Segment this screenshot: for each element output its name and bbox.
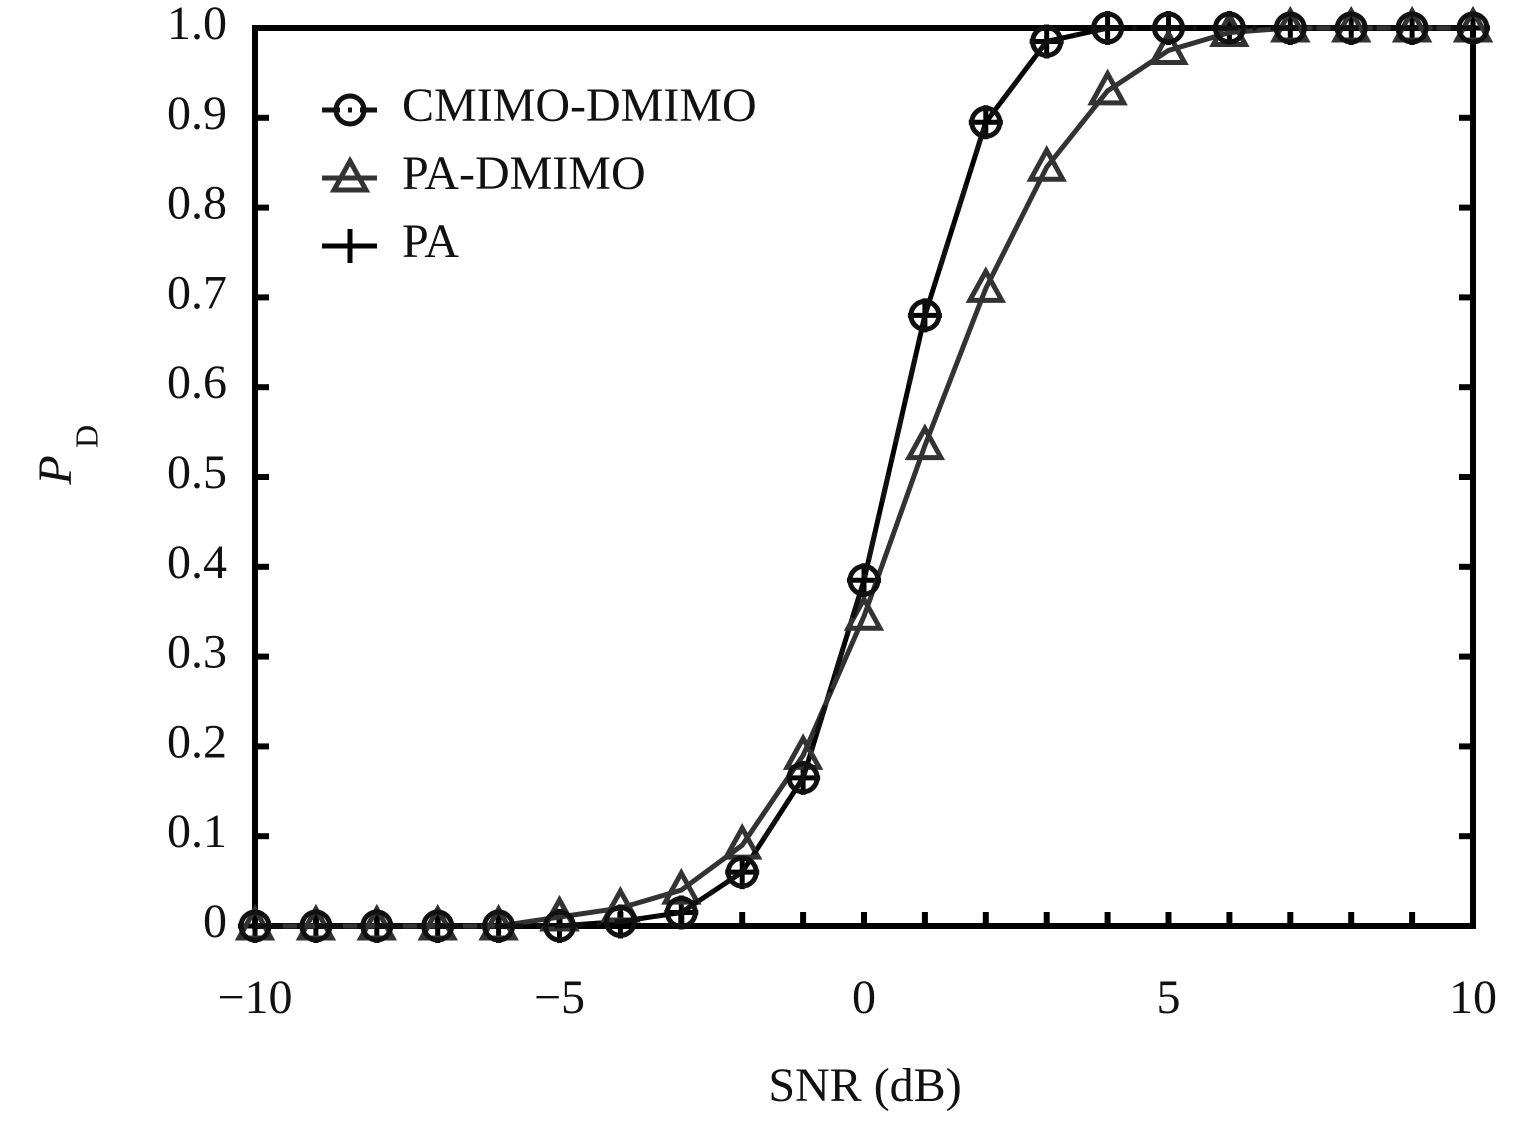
x-tick-label: 10	[1449, 971, 1497, 1024]
marker	[1456, 11, 1490, 45]
marker	[299, 909, 333, 943]
marker	[968, 105, 1003, 140]
marker	[965, 266, 1007, 303]
y-tick-label: 0.2	[167, 715, 227, 768]
legend-marker	[333, 229, 367, 263]
y-axis-label-sub: D	[68, 425, 104, 448]
y-tick-label: 0.3	[167, 626, 227, 679]
x-tick-label: 0	[852, 971, 876, 1024]
marker	[1152, 11, 1185, 45]
marker	[969, 105, 1003, 139]
marker	[664, 896, 698, 930]
y-tick-label: 0.8	[167, 177, 227, 230]
marker	[725, 855, 759, 889]
y-tick-label: 0.6	[167, 356, 227, 409]
y-tick-label: 0.7	[167, 266, 227, 319]
x-tick-label: 5	[1157, 971, 1181, 1024]
marker	[1030, 24, 1064, 58]
marker	[1212, 11, 1246, 45]
marker	[782, 733, 824, 770]
y-tick-label: 0	[203, 895, 227, 948]
marker	[908, 298, 942, 332]
marker	[1273, 11, 1307, 45]
y-axis-label-main: P	[29, 455, 82, 485]
marker	[421, 909, 455, 943]
y-tick-label: 0.1	[167, 805, 227, 858]
series-line	[255, 25, 1473, 929]
marker	[1334, 11, 1368, 45]
marker	[847, 563, 881, 597]
legend-label: PA	[402, 215, 459, 268]
x-tick-label: −5	[534, 971, 585, 1024]
legend-label: CMIMO-DMIMO	[402, 79, 757, 132]
y-tick-label: 0.4	[167, 536, 227, 589]
marker	[1026, 145, 1067, 182]
x-tick-label: −10	[217, 971, 292, 1024]
marker	[603, 905, 637, 939]
marker	[1091, 11, 1125, 45]
legend-marker	[329, 155, 371, 193]
marker	[904, 423, 946, 461]
marker	[543, 909, 576, 943]
marker	[1395, 11, 1429, 45]
y-tick-label: 0.5	[167, 446, 227, 499]
legend-label: PA-DMIMO	[402, 147, 646, 200]
x-axis-label: SNR (dB)	[768, 1059, 961, 1112]
marker	[1087, 68, 1128, 106]
marker	[238, 909, 272, 943]
y-tick-label: 0.9	[167, 87, 227, 140]
marker	[360, 909, 394, 943]
legend-marker	[333, 93, 367, 127]
legend: CMIMO-DMIMO PA-DMIMO PA	[322, 79, 757, 268]
marker	[786, 761, 820, 795]
marker	[1148, 28, 1189, 65]
y-axis-label: P D	[29, 425, 104, 486]
y-tick-label: 1.0	[167, 0, 227, 50]
marker	[661, 867, 702, 905]
marker	[482, 909, 516, 943]
